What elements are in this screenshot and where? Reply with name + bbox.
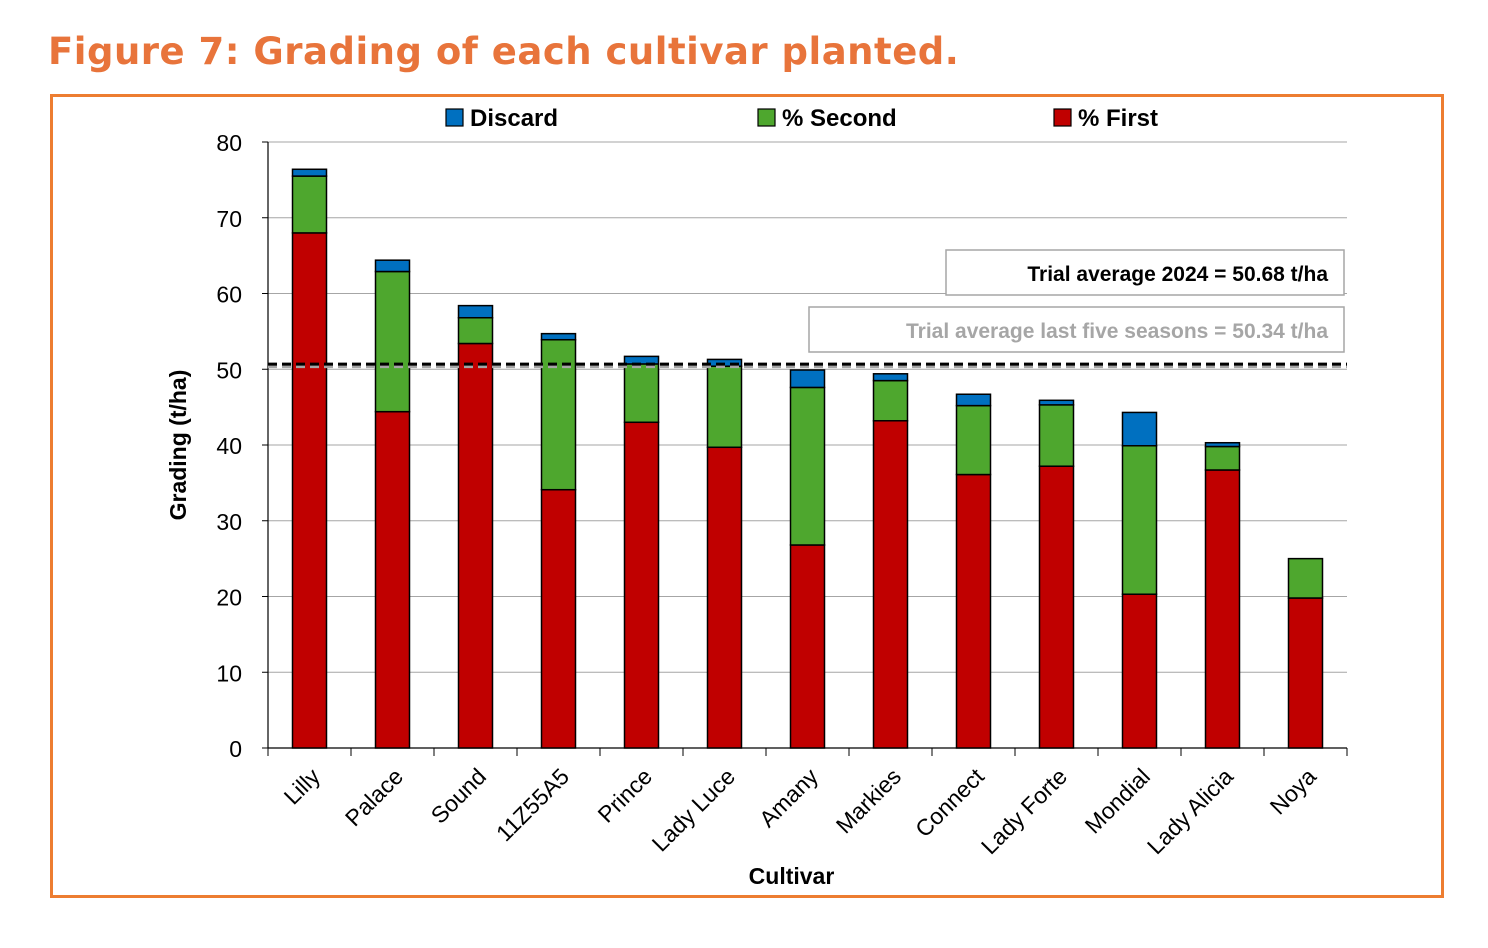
x-tick-label: 11Z55A5 bbox=[491, 763, 574, 846]
x-tick-label: Amany bbox=[754, 763, 823, 832]
bar-discard-connect bbox=[955, 393, 992, 407]
bar-second-connect bbox=[955, 404, 992, 476]
y-tick-label: 30 bbox=[216, 509, 242, 535]
bar-discard-markies bbox=[872, 373, 909, 382]
bar-first-sound bbox=[457, 342, 494, 749]
trial-average-2024-label: Trial average 2024 = 50.68 t/ha bbox=[1027, 263, 1328, 286]
bar-first-noya bbox=[1287, 597, 1324, 749]
bar-second-prince bbox=[623, 363, 660, 424]
y-tick-label: 10 bbox=[216, 660, 242, 686]
bar-second-lady-forte bbox=[1038, 404, 1075, 467]
bar-discard-lady-alicia bbox=[1204, 441, 1241, 448]
x-tick-label: Palace bbox=[340, 763, 408, 831]
figure-title: Figure 7: Grading of each cultivar plant… bbox=[48, 30, 960, 73]
bar-second-noya bbox=[1287, 557, 1324, 599]
bar-second-sound bbox=[457, 316, 494, 345]
legend-swatch bbox=[1053, 108, 1072, 127]
y-tick-label: 70 bbox=[216, 206, 242, 232]
bar-second-amany bbox=[789, 386, 826, 546]
bar-discard-11z55a5 bbox=[540, 332, 577, 341]
bar-discard-palace bbox=[374, 259, 411, 273]
x-tick-label: Markies bbox=[831, 763, 906, 838]
bar-first-amany bbox=[789, 544, 826, 749]
y-tick-label: 50 bbox=[216, 357, 242, 383]
x-tick-label: Lady Luce bbox=[647, 763, 740, 856]
bar-discard-sound bbox=[457, 304, 494, 319]
y-tick-label: 60 bbox=[216, 282, 242, 308]
bar-first-palace bbox=[374, 410, 411, 749]
x-tick-label: Prince bbox=[593, 763, 657, 827]
y-tick-label: 20 bbox=[216, 585, 242, 611]
trial-average-five-seasons-box bbox=[808, 306, 1345, 353]
x-tick-label: Lady Alicia bbox=[1142, 763, 1238, 859]
x-axis-title: Cultivar bbox=[749, 863, 835, 889]
bar-first-markies bbox=[872, 420, 909, 749]
x-tick-label: Lilly bbox=[279, 763, 326, 810]
trial-average-five-seasons-label: Trial average last five seasons = 50.34 … bbox=[906, 320, 1328, 343]
y-tick-label: 0 bbox=[229, 736, 242, 762]
x-tick-label: Sound bbox=[426, 763, 491, 828]
bar-second-markies bbox=[872, 379, 909, 422]
bar-second-palace bbox=[374, 270, 411, 413]
y-axis-title: Grading (t/ha) bbox=[165, 370, 191, 521]
legend-label: % Second bbox=[782, 105, 897, 132]
bar-second-11z55a5 bbox=[540, 338, 577, 491]
y-tick-label: 80 bbox=[216, 130, 242, 156]
bar-first-connect bbox=[955, 473, 992, 749]
bar-discard-amany bbox=[789, 369, 826, 389]
bar-discard-mondial bbox=[1121, 411, 1158, 447]
x-tick-label: Connect bbox=[910, 763, 989, 842]
bar-second-mondial bbox=[1121, 445, 1158, 595]
bar-second-lilly bbox=[291, 175, 328, 234]
legend-label: Discard bbox=[470, 105, 558, 132]
x-tick-label: Noya bbox=[1265, 763, 1321, 819]
y-tick-label: 40 bbox=[216, 433, 242, 459]
bar-discard-prince bbox=[623, 355, 660, 365]
trial-average-2024-box bbox=[945, 249, 1345, 296]
bar-first-lady-forte bbox=[1038, 465, 1075, 749]
legend-label: % First bbox=[1078, 105, 1158, 132]
chart-frame bbox=[50, 94, 1444, 898]
bar-first-lilly bbox=[291, 232, 328, 749]
bar-discard-lilly bbox=[291, 168, 328, 177]
bar-first-lady-alicia bbox=[1204, 469, 1241, 749]
bar-first-mondial bbox=[1121, 593, 1158, 749]
bar-first-lady-luce bbox=[706, 446, 743, 749]
bar-discard-lady-forte bbox=[1038, 399, 1075, 406]
legend-swatch bbox=[757, 108, 776, 127]
x-tick-label: Lady Forte bbox=[976, 763, 1072, 859]
bar-second-lady-luce bbox=[706, 365, 743, 449]
bar-first-11z55a5 bbox=[540, 488, 577, 749]
x-tick-label: Mondial bbox=[1080, 763, 1155, 838]
legend-swatch bbox=[445, 108, 464, 127]
bar-first-prince bbox=[623, 421, 660, 749]
bar-second-lady-alicia bbox=[1204, 445, 1241, 471]
